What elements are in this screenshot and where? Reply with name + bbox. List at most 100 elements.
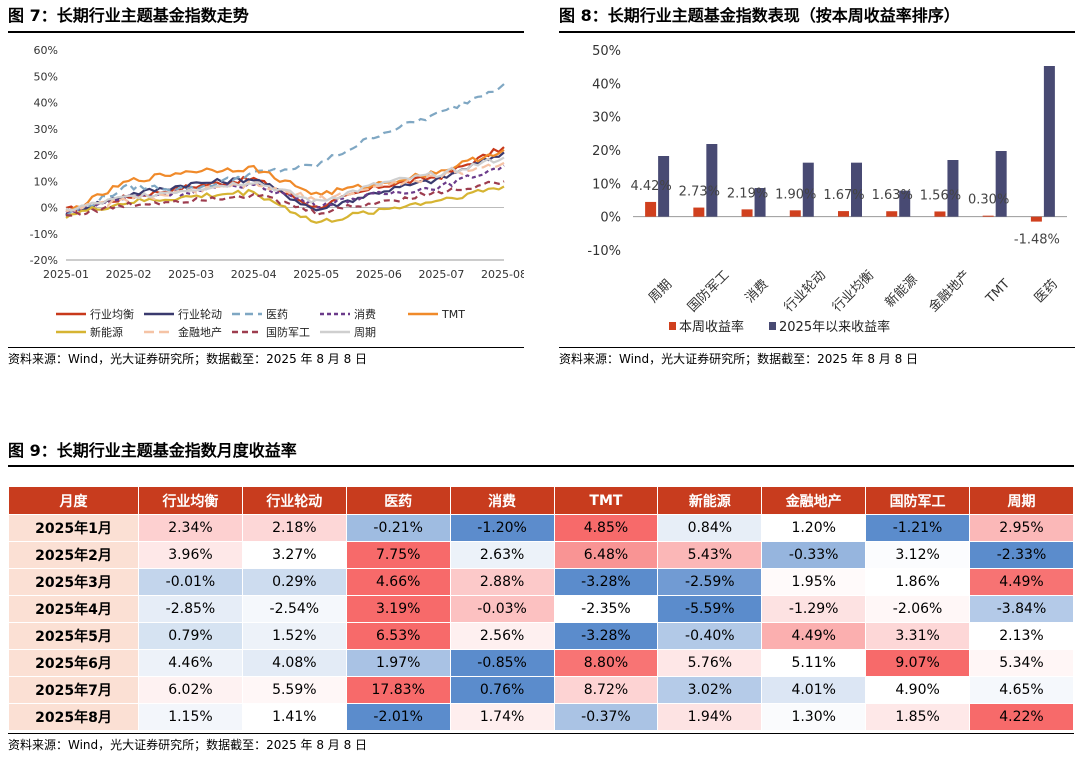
- return-cell: 1.41%: [241, 703, 347, 731]
- table-header-cell: 消费: [449, 486, 555, 515]
- legend-swatch: [669, 322, 676, 330]
- weekly-return-bar: [741, 209, 753, 217]
- return-cell: 4.46%: [138, 649, 243, 677]
- data-label: 2.73%: [679, 185, 720, 200]
- return-cell: 7.75%: [345, 541, 451, 569]
- return-cell: 1.52%: [241, 622, 347, 650]
- y-tick-label: 30%: [34, 123, 58, 136]
- table-row: 2025年7月 6.02% 5.59% 17.83% 0.76% 8.72% 3.02% 4.…: [8, 676, 1074, 704]
- return-cell: 3.96%: [138, 541, 243, 569]
- return-cell: 1.30%: [761, 703, 867, 731]
- x-tick-label: 行业均衡: [830, 268, 877, 315]
- x-tick-label: 金融地产: [926, 267, 974, 315]
- y-tick-label: 0%: [41, 202, 58, 215]
- x-tick-label: 2025-02: [106, 268, 152, 281]
- return-cell: 5.59%: [241, 676, 347, 704]
- return-cell: -0.21%: [345, 514, 451, 542]
- table-row: 2025年5月 0.79% 1.52% 6.53% 2.56% -3.28% -0.40% 4…: [8, 622, 1074, 650]
- ytd-return-bar: [706, 144, 718, 217]
- return-cell: 6.53%: [345, 622, 451, 650]
- table-row: 2025年8月 1.15% 1.41% -2.01% 1.74% -0.37% 1.94% 1…: [8, 703, 1074, 731]
- fig8-title-rule: [559, 31, 1075, 33]
- return-cell: 1.15%: [138, 703, 243, 731]
- return-cell: 0.84%: [657, 514, 763, 542]
- return-cell: -0.01%: [138, 568, 243, 596]
- x-tick-label: 消费: [743, 277, 772, 306]
- return-cell: -2.01%: [345, 703, 451, 731]
- table-header-cell: 月度: [8, 486, 139, 515]
- return-cell: -2.35%: [553, 595, 659, 623]
- legend-label: 2025年以来收益率: [779, 319, 890, 335]
- x-tick-label: 国防军工: [684, 267, 732, 315]
- return-cell: 2.63%: [449, 541, 555, 569]
- legend-label: 金融地产: [178, 325, 222, 339]
- fig7-source-rule: [8, 347, 524, 348]
- fig9-title-rule: [8, 465, 1074, 467]
- table-header-cell: 周期: [969, 486, 1074, 515]
- fig9-source: 资料来源：Wind，光大证券研究所；数据截至：2025 年 8 月 8 日: [8, 738, 368, 752]
- fig7-title-rule: [8, 31, 524, 33]
- month-cell: 2025年1月: [8, 514, 139, 542]
- series-line: [65, 164, 505, 214]
- return-cell: 4.49%: [969, 568, 1074, 596]
- x-tick-label: 2025-01: [43, 268, 89, 281]
- ytd-return-bar: [995, 151, 1007, 217]
- legend-label: 国防军工: [266, 325, 310, 339]
- legend-label: 医药: [266, 308, 288, 321]
- line-chart: 60% 50% 40% 30% 20% 10% 0% -10% -20%2025-01 2025-…: [30, 44, 524, 339]
- x-tick-label: 2025-06: [356, 268, 402, 281]
- return-cell: 3.31%: [865, 622, 970, 650]
- y-tick-label: 10%: [34, 175, 58, 188]
- y-tick-label: -20%: [30, 254, 58, 267]
- fig8-source-rule: [559, 347, 1075, 348]
- y-tick-label: 0%: [600, 211, 621, 226]
- ytd-return-bar: [802, 162, 814, 217]
- y-tick-label: 30%: [592, 111, 621, 126]
- data-label: 1.67%: [823, 188, 864, 203]
- legend-label: 行业轮动: [178, 307, 222, 321]
- return-cell: -1.29%: [761, 595, 867, 623]
- table-header-cell: 行业均衡: [138, 486, 243, 515]
- return-cell: 5.43%: [657, 541, 763, 569]
- return-cell: 4.65%: [969, 676, 1074, 704]
- x-tick-label: 医药: [1032, 277, 1061, 306]
- data-label: 0.30%: [968, 193, 1009, 208]
- return-cell: -0.85%: [449, 649, 555, 677]
- x-tick-label: 2025-07: [418, 268, 464, 281]
- legend-label: 本周收益率: [679, 319, 744, 335]
- legend-label: 新能源: [90, 325, 123, 339]
- return-cell: -2.33%: [969, 541, 1074, 569]
- ytd-return-bar: [1043, 66, 1055, 217]
- return-cell: 8.72%: [553, 676, 659, 704]
- return-cell: 1.74%: [449, 703, 555, 731]
- return-cell: 2.56%: [449, 622, 555, 650]
- table-header-cell: TMT: [553, 486, 659, 515]
- return-cell: 17.83%: [345, 676, 451, 704]
- fig7-source: 资料来源：Wind，光大证券研究所；数据截至：2025 年 8 月 8 日: [8, 352, 368, 366]
- ytd-return-bar: [851, 162, 862, 217]
- x-tick-label: 行业轮动: [782, 268, 829, 315]
- month-cell: 2025年4月: [8, 595, 139, 623]
- return-cell: -2.54%: [241, 595, 347, 623]
- return-cell: 0.79%: [138, 622, 243, 650]
- legend-label: TMT: [441, 308, 465, 321]
- data-label: 1.56%: [920, 188, 961, 203]
- series-line: [65, 180, 505, 217]
- y-tick-label: 50%: [34, 70, 58, 83]
- data-label: 2.19%: [727, 186, 768, 201]
- return-cell: -2.59%: [657, 568, 763, 596]
- x-tick-label: 2025-03: [168, 268, 214, 281]
- month-cell: 2025年8月: [8, 703, 139, 731]
- x-tick-label: 2025-05: [293, 268, 339, 281]
- fig9-title: 图 9：长期行业主题基金指数月度收益率: [8, 441, 297, 460]
- y-tick-label: 10%: [592, 177, 621, 192]
- return-cell: -2.06%: [865, 595, 970, 623]
- x-tick-label: 新能源: [882, 272, 921, 311]
- y-tick-label: -10%: [587, 244, 621, 259]
- monthly-return-table: 月度 行业均衡 行业轮动 医药 消费 TMT 新能源 金融地产 国防军工 周期 2025年1月 2.…: [8, 486, 1074, 731]
- x-tick-label: 2025-04: [231, 268, 277, 281]
- table-header-row: 月度 行业均衡 行业轮动 医药 消费 TMT 新能源 金融地产 国防军工 周期: [8, 486, 1074, 515]
- return-cell: -5.59%: [657, 595, 763, 623]
- return-cell: 3.19%: [345, 595, 451, 623]
- table-row: 2025年4月 -2.85% -2.54% 3.19% -0.03% -2.35% -5.5…: [8, 595, 1074, 623]
